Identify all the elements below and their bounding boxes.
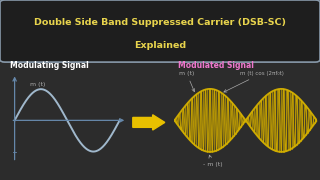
Text: - m (t): - m (t) <box>203 155 222 167</box>
Text: Double Side Band Suppressed Carrier (DSB-SC): Double Side Band Suppressed Carrier (DSB… <box>34 18 286 27</box>
Text: Modulated Signal: Modulated Signal <box>178 61 253 70</box>
Text: m (t) cos (2πf₀t): m (t) cos (2πf₀t) <box>224 71 284 92</box>
Text: m (t): m (t) <box>30 82 45 87</box>
FancyBboxPatch shape <box>0 0 320 62</box>
Text: Explained: Explained <box>134 41 186 50</box>
Text: Modulating Signal: Modulating Signal <box>10 61 88 70</box>
Text: m (t): m (t) <box>179 71 195 92</box>
FancyArrow shape <box>133 115 165 130</box>
